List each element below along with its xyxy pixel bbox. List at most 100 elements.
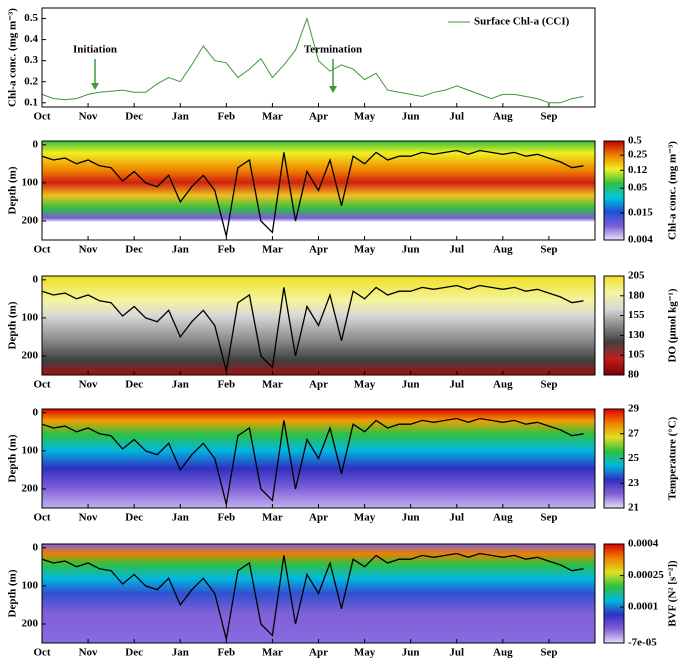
mixed-layer-line <box>41 149 584 237</box>
x-tick-label: Oct <box>33 512 50 524</box>
x-tick-label: Apr <box>309 512 328 524</box>
x-tick-label: May <box>354 111 376 123</box>
colorbar-tick-label: 0.0004 <box>628 538 659 550</box>
x-tick-label: Aug <box>493 244 513 256</box>
y-tick-label: 100 <box>22 311 39 323</box>
colorbar-tick-label: 25 <box>628 452 640 464</box>
mixed-layer-line <box>41 552 584 640</box>
y-tick-label: 0 <box>33 406 39 418</box>
x-tick-label: Aug <box>493 379 513 391</box>
y-tick-label: 100 <box>22 176 39 188</box>
y-axis-label: Depth (m) <box>7 301 19 349</box>
annotation: Termination <box>304 44 362 56</box>
x-tick-label: Jul <box>449 512 464 524</box>
colorbar-tick-label: 0.015 <box>628 206 653 218</box>
x-tick-label: Sep <box>540 111 557 123</box>
x-tick-label: Mar <box>262 647 283 659</box>
chl-line <box>41 16 584 104</box>
y-axis-label: Depth (m) <box>7 166 19 214</box>
colorbar-label: DO (μmol kg⁻¹) <box>667 288 679 362</box>
colorbar-tick-label: 0.004 <box>628 234 653 246</box>
x-tick-label: Feb <box>217 111 235 123</box>
colorbar-tick-label: 130 <box>628 329 645 341</box>
colorbar-tick-label: 205 <box>628 270 645 282</box>
axes-box <box>41 7 596 108</box>
x-tick-label: Nov <box>79 244 98 256</box>
colorbar-tick-label: -7e-05 <box>628 637 657 649</box>
y-axis-label: Depth (m) <box>7 569 19 617</box>
colorbar-tick-label: 0.25 <box>628 149 648 161</box>
colorbar <box>603 140 625 241</box>
x-tick-label: Jan <box>172 379 189 391</box>
x-tick-label: Jul <box>449 244 464 256</box>
y-tick-label: 200 <box>22 617 39 629</box>
x-tick-label: Jul <box>449 379 464 391</box>
colorbar-tick-label: 27 <box>628 427 640 439</box>
x-tick-label: May <box>354 512 376 524</box>
x-tick-label: Feb <box>217 647 235 659</box>
colorbar-tick-label: 180 <box>628 289 645 301</box>
y-axis-label: Depth (m) <box>7 434 19 482</box>
colorbar-tick-label: 105 <box>628 349 645 361</box>
colorbar <box>603 275 625 376</box>
x-tick-label: Mar <box>262 244 283 256</box>
y-tick-label: 0.5 <box>24 12 38 24</box>
colorbar-tick-label: 0.05 <box>628 182 648 194</box>
y-tick-label: 200 <box>22 482 39 494</box>
x-tick-label: Nov <box>79 512 98 524</box>
axes-box <box>41 408 596 509</box>
x-tick-label: Feb <box>217 244 235 256</box>
x-tick-label: Jul <box>449 647 464 659</box>
x-tick-label: Apr <box>309 379 328 391</box>
x-tick-label: Apr <box>309 111 328 123</box>
x-tick-label: Dec <box>125 244 143 256</box>
x-tick-label: Nov <box>79 111 98 123</box>
x-tick-label: Nov <box>79 379 98 391</box>
x-tick-label: Jun <box>402 647 420 659</box>
y-axis-label: Chl-a conc. (mg m⁻³) <box>7 8 19 107</box>
x-tick-label: Dec <box>125 512 143 524</box>
x-tick-label: Sep <box>540 379 557 391</box>
x-tick-label: Mar <box>262 111 283 123</box>
colorbar <box>603 543 625 644</box>
x-tick-label: Feb <box>217 512 235 524</box>
axes-box <box>41 275 596 376</box>
x-tick-label: Jul <box>449 111 464 123</box>
y-tick-label: 0 <box>33 541 39 553</box>
y-tick-label: 0.2 <box>24 75 38 87</box>
colorbar-tick-label: 80 <box>628 369 640 381</box>
y-tick-label: 0.4 <box>24 33 38 45</box>
x-tick-label: Dec <box>125 647 143 659</box>
x-tick-label: Feb <box>217 379 235 391</box>
annotation-arrowhead <box>91 83 99 90</box>
x-tick-label: Oct <box>33 647 50 659</box>
y-tick-label: 0 <box>33 273 39 285</box>
colorbar-tick-label: 0.12 <box>628 164 648 176</box>
colorbar-label: BVF (N² [s⁻²]) <box>667 560 679 627</box>
x-tick-label: Jan <box>172 111 189 123</box>
x-tick-label: Sep <box>540 244 557 256</box>
x-tick-label: Jun <box>402 244 420 256</box>
x-tick-label: Mar <box>262 512 283 524</box>
mixed-layer-line <box>41 417 584 505</box>
x-tick-label: Aug <box>493 111 513 123</box>
x-tick-label: Jan <box>172 647 189 659</box>
x-tick-label: May <box>354 647 376 659</box>
colorbar-label: Temperature (°C) <box>667 416 679 500</box>
colorbar-label: Chl-a conc. (mg m⁻³) <box>667 141 679 240</box>
x-tick-label: Apr <box>309 244 328 256</box>
x-tick-label: Apr <box>309 647 328 659</box>
y-tick-label: 200 <box>22 349 39 361</box>
axes-box <box>41 140 596 241</box>
y-tick-label: 200 <box>22 214 39 226</box>
x-tick-label: Jan <box>172 512 189 524</box>
x-tick-label: Oct <box>33 244 50 256</box>
x-tick-label: May <box>354 244 376 256</box>
y-tick-label: 0.1 <box>24 96 38 108</box>
x-tick-label: Jan <box>172 244 189 256</box>
colorbar-tick-label: 23 <box>628 477 640 489</box>
annotation: Initiation <box>73 44 117 56</box>
x-tick-label: Aug <box>493 512 513 524</box>
mixed-layer-line <box>41 284 584 372</box>
